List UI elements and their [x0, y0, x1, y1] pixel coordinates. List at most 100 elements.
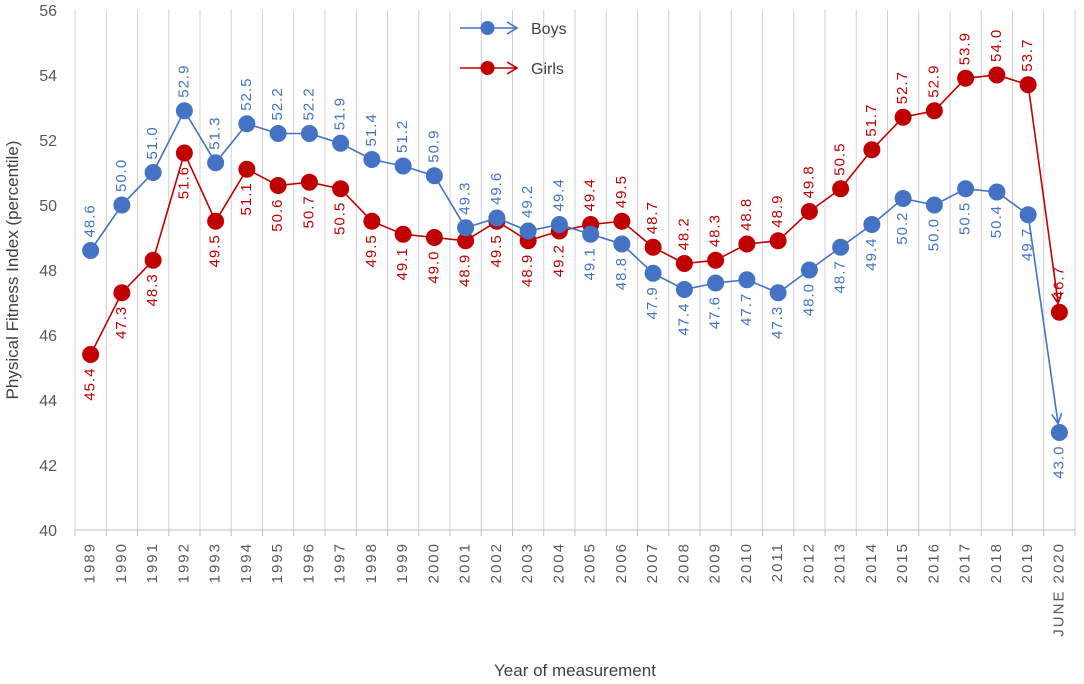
x-tick-label: 2013: [832, 542, 849, 583]
girls-data-point: [738, 235, 756, 253]
boys-data-point: [863, 216, 881, 233]
girls-data-label: 49.5: [613, 175, 630, 208]
x-tick-label: 2014: [863, 542, 880, 583]
girls-data-point: [769, 232, 787, 250]
x-tick-label: 2016: [925, 542, 942, 583]
girls-data-label: 49.4: [582, 178, 599, 211]
boys-data-label: 52.2: [300, 87, 317, 120]
boys-data-point: [113, 196, 131, 214]
x-tick-label: 1992: [175, 542, 192, 583]
girls-data-label: 49.5: [207, 234, 224, 267]
legend: Boys Girls: [460, 21, 567, 78]
x-tick-label: 1996: [300, 542, 317, 583]
girls-data-point: [394, 225, 412, 243]
axes: 40 42 44 46 48 50 52 54 56 1989 1990 1991 1992 1993 19…: [39, 3, 1076, 637]
boys-data-point: [363, 151, 381, 168]
boys-data-label: 51.4: [363, 113, 380, 146]
girls-data-point: [113, 284, 131, 302]
girls-data-label: 51.6: [175, 166, 192, 199]
series-lines: [82, 66, 1068, 441]
girls-legend-label: Girls: [531, 61, 564, 78]
boys-data-label: 49.4: [550, 178, 567, 211]
boys-data-point: [425, 167, 443, 185]
girls-data-label: 54.0: [988, 29, 1005, 62]
boys-data-label: 51.9: [332, 97, 349, 130]
x-tick-label: 1993: [207, 542, 224, 583]
boys-data-label: 47.7: [738, 293, 755, 326]
x-tick-label: 2003: [519, 542, 536, 583]
girls-data-label: 48.7: [644, 201, 661, 234]
boys-data-point: [144, 164, 162, 181]
girls-data-label: 45.4: [82, 368, 99, 401]
x-tick-label: 2019: [1019, 542, 1036, 583]
girls-data-point: [363, 212, 381, 230]
girls-data-point: [675, 255, 693, 272]
boys-data-point: [613, 235, 631, 253]
boys-data-point: [1019, 206, 1037, 224]
y-tick-label: 50: [39, 198, 57, 215]
girls-data-point: [988, 66, 1006, 84]
boys-data-label: 52.2: [269, 87, 286, 120]
girls-data-label: 50.5: [332, 202, 349, 235]
girls-data-label: 48.3: [707, 214, 724, 247]
girls-data-point: [1050, 303, 1068, 321]
girls-data-point: [1019, 76, 1037, 94]
x-tick-label: 2008: [675, 542, 692, 583]
boys-data-label: 50.4: [988, 205, 1005, 238]
boys-data-label: 48.6: [82, 204, 99, 237]
girls-data-point: [238, 160, 256, 178]
girls-data-label: 53.7: [1019, 39, 1036, 72]
x-tick-label: 2004: [550, 542, 567, 583]
girls-data-label: 52.9: [925, 65, 942, 98]
x-tick-label: 2017: [957, 542, 974, 583]
boys-data-point: [707, 274, 725, 292]
boys-data-point: [300, 125, 318, 142]
boys-data-label: 43.0: [1050, 446, 1067, 479]
boys-data-point: [988, 183, 1006, 201]
girls-data-label: 49.1: [394, 247, 411, 280]
boys-data-label: 47.6: [707, 296, 724, 329]
boys-data-point: [769, 284, 787, 302]
girls-data-point: [800, 203, 818, 220]
girls-data-label: 51.7: [863, 104, 880, 137]
boys-data-label: 50.0: [113, 159, 130, 192]
girls-data-label: 48.9: [519, 254, 536, 287]
girls-data-label: 48.8: [738, 198, 755, 231]
boys-legend-marker: [480, 21, 495, 35]
boys-data-label: 51.3: [207, 117, 224, 150]
boys-data-label: 50.9: [425, 130, 442, 163]
data-labels: 45.4 47.3 48.3 51.6 49.5 51.1 50.6 50.7 50.5 49.5…: [82, 29, 1068, 479]
girls-data-label: 48.2: [675, 217, 692, 250]
boys-data-label: 51.2: [394, 120, 411, 153]
x-tick-label: 1997: [332, 542, 349, 583]
girls-data-point: [707, 251, 725, 269]
boys-data-point: [82, 242, 100, 259]
x-tick-label: 2012: [800, 542, 817, 583]
boys-data-label: 47.4: [675, 303, 692, 336]
x-tick-label: 1995: [269, 542, 286, 583]
y-tick-label: 40: [39, 523, 57, 540]
boys-data-point: [207, 154, 225, 172]
boys-data-label: 49.3: [457, 182, 474, 215]
girls-data-label: 49.0: [425, 251, 442, 284]
girls-legend-arrow: [506, 61, 519, 75]
boys-data-point: [394, 157, 412, 175]
girls-data-label: 47.3: [113, 306, 130, 339]
girls-data-label: 49.2: [550, 244, 567, 277]
boys-data-point: [925, 196, 943, 214]
girls-data-point: [207, 212, 225, 230]
boys-data-point: [238, 115, 256, 133]
boys-data-label: 47.9: [644, 286, 661, 319]
girls-data-point: [863, 141, 881, 159]
boys-data-point: [175, 102, 193, 120]
girls-data-point: [175, 144, 193, 162]
boys-data-point: [457, 219, 475, 237]
girls-data-point: [925, 102, 943, 120]
girls-data-point: [300, 173, 318, 191]
boys-data-label: 48.7: [832, 260, 849, 293]
x-tick-label: 2018: [988, 542, 1005, 583]
girls-data-point: [269, 177, 287, 194]
boys-data-point: [519, 222, 537, 240]
girls-data-point: [82, 346, 100, 363]
